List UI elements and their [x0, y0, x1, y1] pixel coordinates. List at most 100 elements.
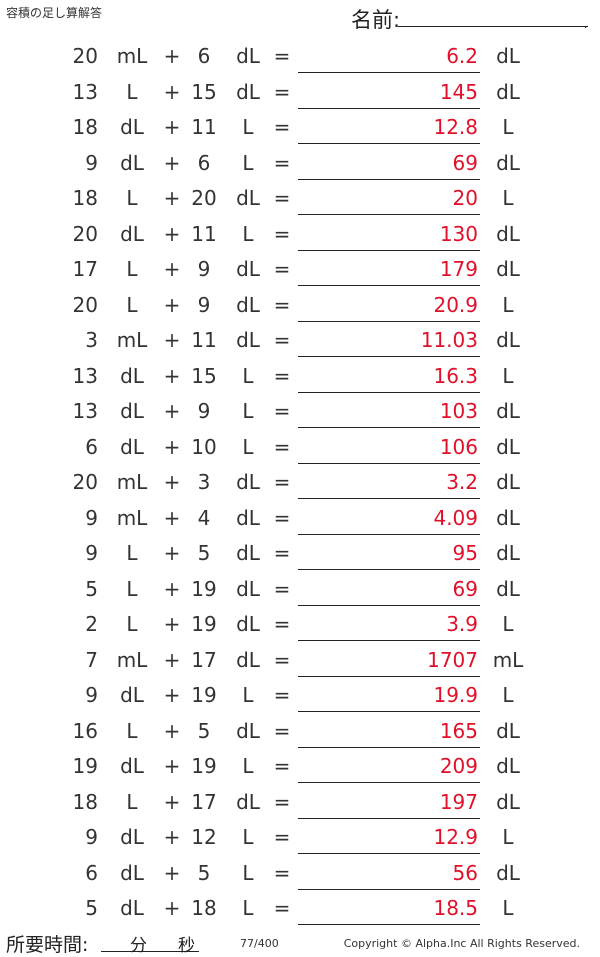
answer-line[interactable]: [298, 640, 480, 641]
answer-unit: L: [502, 292, 514, 317]
problem-list: 20 mL +6 dL = 6.2 dL 13 L +15 dL = 145 dL 18 dL +11 L = 12.…: [0, 40, 600, 928]
first-quantity: 9: [85, 150, 98, 175]
answer-value: 12.9: [433, 825, 478, 849]
answer-line[interactable]: [298, 107, 480, 109]
second-quantity: 9: [197, 292, 211, 317]
answer-line[interactable]: [298, 604, 480, 606]
first-quantity: 13: [72, 79, 98, 104]
answer-value: 130: [439, 221, 478, 246]
plus-sign: +: [163, 718, 181, 743]
first-quantity: 18: [72, 186, 98, 210]
second-quantity: 9: [197, 399, 211, 423]
answer-line[interactable]: [298, 711, 480, 712]
problem-row: 13 dL +15 L = 16.3 L: [0, 360, 600, 396]
first-quantity: 6: [85, 860, 98, 885]
problem-row: 9 dL +19 L = 19.9 L: [0, 679, 600, 715]
second-quantity: 4: [197, 505, 211, 530]
answer-line[interactable]: [298, 214, 480, 215]
answer-line[interactable]: [298, 72, 480, 73]
answer-line[interactable]: [298, 498, 480, 499]
second-unit: dL: [236, 328, 260, 352]
answer-line[interactable]: [298, 356, 480, 357]
equals-sign: =: [273, 470, 291, 494]
problem-row: 6 dL +5 L = 56 dL: [0, 857, 600, 893]
second-unit: L: [242, 399, 254, 423]
answer-unit: L: [502, 186, 514, 210]
answer-line[interactable]: [298, 817, 480, 819]
answer-unit: dL: [496, 328, 520, 352]
second-quantity: 11: [191, 221, 217, 246]
problem-row: 9 dL +12 L = 12.9 L: [0, 821, 600, 857]
first-unit: dL: [120, 399, 144, 423]
plus-sign: +: [163, 896, 181, 920]
answer-line[interactable]: [298, 462, 480, 464]
answer-line[interactable]: [298, 249, 480, 251]
second-unit: dL: [236, 647, 260, 672]
problem-row: 13 L +15 dL = 145 dL: [0, 76, 600, 112]
first-quantity: 20: [72, 292, 98, 317]
answer-value: 3.2: [446, 470, 478, 494]
answer-unit: dL: [496, 505, 520, 530]
answer-line[interactable]: [298, 285, 480, 286]
answer-value: 11.03: [420, 328, 478, 352]
answer-line[interactable]: [298, 143, 480, 144]
first-quantity: 3: [85, 328, 98, 352]
answer-unit: dL: [496, 541, 520, 565]
name-field-dot: .: [584, 20, 588, 31]
equals-sign: =: [273, 44, 291, 68]
answer-line[interactable]: [298, 533, 480, 535]
answer-value: 12.8: [433, 115, 478, 139]
answer-line[interactable]: [298, 675, 480, 677]
problem-row: 9 dL +6 L = 69 dL: [0, 147, 600, 183]
plus-sign: +: [163, 470, 181, 494]
answer-unit: dL: [496, 434, 520, 459]
first-quantity: 6: [85, 434, 98, 459]
second-unit: dL: [236, 470, 260, 494]
plus-sign: +: [163, 683, 181, 707]
time-field-line[interactable]: [101, 951, 199, 952]
problem-row: 5 L +19 dL = 69 dL: [0, 573, 600, 609]
plus-sign: +: [163, 328, 181, 352]
first-quantity: 2: [85, 612, 98, 636]
name-field-line[interactable]: [398, 26, 588, 27]
answer-unit: L: [502, 612, 514, 636]
answer-line[interactable]: [298, 391, 480, 393]
answer-unit: dL: [496, 754, 520, 778]
answer-unit: dL: [496, 860, 520, 885]
seconds-label: 秒: [178, 936, 195, 956]
second-unit: L: [242, 363, 254, 388]
second-quantity: 19: [191, 576, 217, 601]
answer-value: 95: [452, 541, 478, 565]
answer-line[interactable]: [298, 746, 480, 748]
equals-sign: =: [273, 576, 291, 601]
answer-line[interactable]: [298, 320, 480, 322]
first-quantity: 13: [72, 363, 98, 388]
plus-sign: +: [163, 399, 181, 423]
second-quantity: 5: [197, 718, 211, 743]
answer-unit: dL: [496, 399, 520, 423]
second-quantity: 11: [191, 328, 217, 352]
answer-line[interactable]: [298, 178, 480, 180]
first-quantity: 20: [72, 221, 98, 246]
equals-sign: =: [273, 79, 291, 104]
plus-sign: +: [163, 44, 181, 68]
second-unit: L: [242, 221, 254, 246]
second-unit: L: [242, 896, 254, 920]
answer-unit: L: [502, 363, 514, 388]
answer-value: 165: [439, 718, 478, 743]
equals-sign: =: [273, 683, 291, 707]
equals-sign: =: [273, 186, 291, 210]
answer-unit: dL: [496, 576, 520, 601]
answer-line[interactable]: [298, 569, 480, 570]
answer-line[interactable]: [298, 924, 480, 925]
answer-line[interactable]: [298, 853, 480, 854]
first-quantity: 17: [72, 257, 98, 281]
answer-unit: dL: [496, 79, 520, 104]
answer-line[interactable]: [298, 427, 480, 428]
second-unit: L: [242, 115, 254, 139]
second-quantity: 5: [197, 541, 211, 565]
answer-value: 209: [439, 754, 478, 778]
answer-value: 145: [439, 79, 478, 104]
answer-line[interactable]: [298, 782, 480, 783]
answer-line[interactable]: [298, 888, 480, 890]
